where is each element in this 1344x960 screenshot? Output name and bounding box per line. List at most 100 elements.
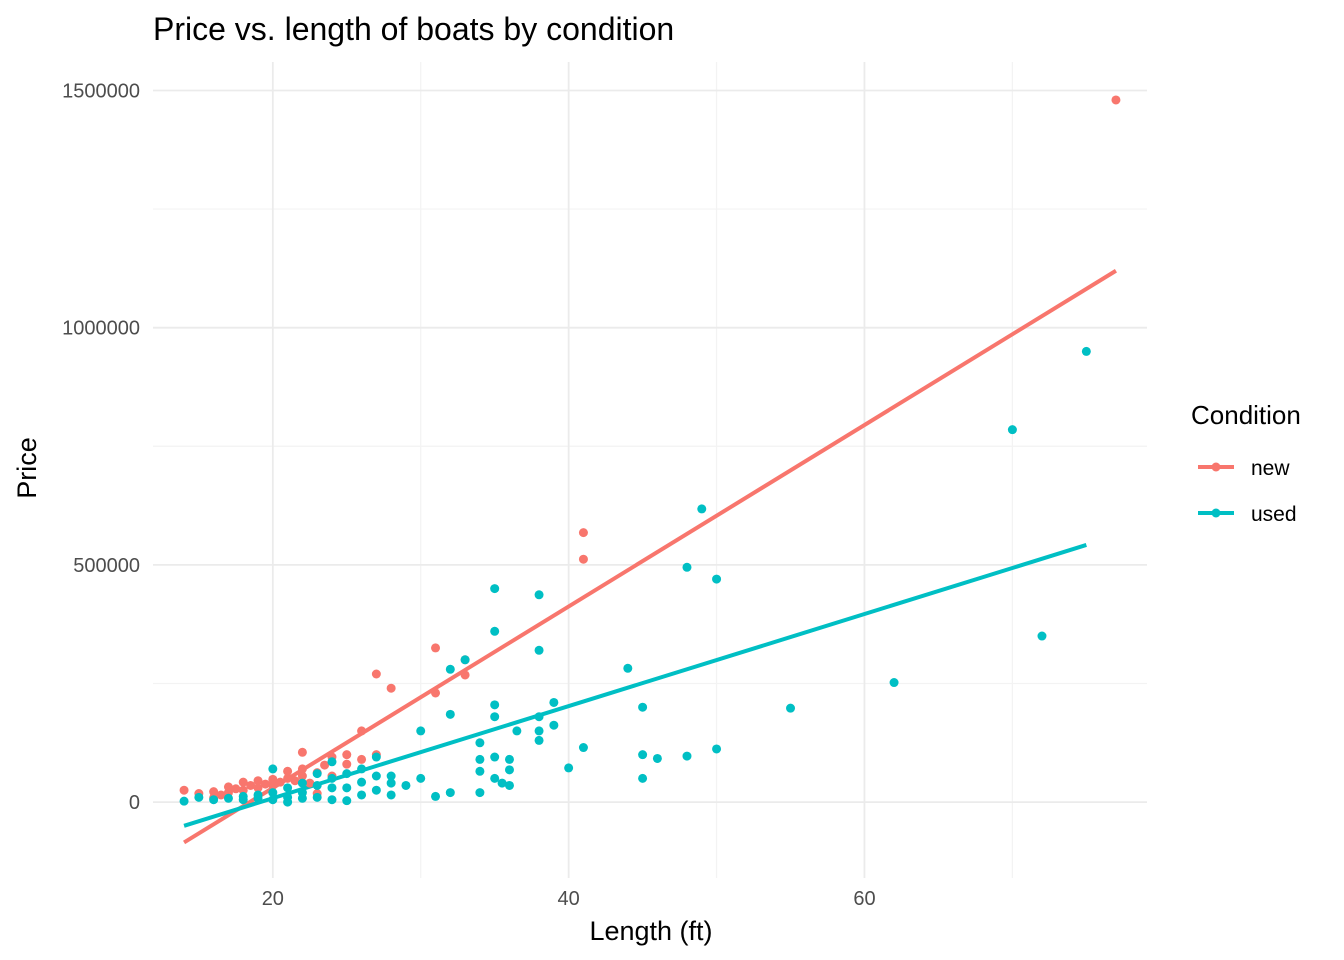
data-point-used [549, 720, 559, 730]
data-point-new [578, 554, 588, 564]
chart-title: Price vs. length of boats by condition [153, 11, 674, 47]
data-point-new [253, 783, 263, 793]
data-point-used [504, 754, 514, 764]
data-point-used [475, 738, 485, 748]
data-point-new [290, 776, 300, 786]
data-point-used [268, 764, 278, 774]
data-point-used [327, 757, 337, 767]
data-point-used [445, 788, 455, 798]
data-point-used [431, 791, 441, 801]
x-tick-label: 60 [853, 888, 875, 910]
data-point-new [238, 777, 248, 787]
data-point-new [320, 760, 330, 770]
data-point-used [297, 793, 307, 803]
data-point-new [283, 773, 293, 783]
data-point-used [578, 743, 588, 753]
legend-title: Condition [1191, 400, 1301, 430]
data-point-used [490, 584, 500, 594]
data-point-used [327, 795, 337, 805]
data-point-used [371, 785, 381, 795]
data-point-used [253, 793, 263, 803]
data-point-used [445, 664, 455, 674]
data-point-used [534, 726, 544, 736]
data-point-used [889, 678, 899, 688]
fit-line-new [183, 269, 1117, 845]
data-point-new [253, 776, 263, 786]
data-point-used [386, 790, 396, 800]
data-point-used [342, 769, 352, 779]
data-point-used [268, 788, 278, 798]
data-point-new [305, 778, 315, 788]
data-point-used [682, 562, 692, 572]
data-point-used [534, 735, 544, 745]
data-point-new [342, 750, 352, 760]
data-point-used [490, 712, 500, 722]
data-point-new [578, 528, 588, 538]
data-point-used [475, 754, 485, 764]
data-point-used [712, 744, 722, 754]
data-point-used [209, 795, 219, 805]
data-point-used [268, 795, 278, 805]
x-tick-label: 40 [558, 888, 580, 910]
data-point-used [1037, 631, 1047, 641]
data-point-used [312, 780, 322, 790]
data-point-used [490, 700, 500, 710]
data-point-used [223, 793, 233, 803]
data-point-used [371, 771, 381, 781]
data-point-used [652, 753, 662, 763]
data-point-used [342, 783, 352, 793]
data-point-used [401, 780, 411, 790]
data-point-new [297, 771, 307, 781]
data-point-used [682, 751, 692, 761]
data-point-new [371, 669, 381, 679]
data-point-used [786, 703, 796, 713]
data-point-new [260, 779, 270, 789]
data-point-used [297, 778, 307, 788]
data-point-used [416, 773, 426, 783]
data-point-used [386, 771, 396, 781]
data-point-used [497, 778, 507, 788]
data-point-used [312, 792, 322, 802]
data-point-used [623, 663, 633, 673]
data-point-new [357, 754, 367, 764]
data-point-new [268, 774, 278, 784]
data-point-new [431, 643, 441, 653]
data-point-new [275, 777, 285, 787]
data-point-used [1007, 425, 1017, 435]
data-point-new [386, 683, 396, 693]
x-tick-label: 20 [262, 888, 284, 910]
data-point-used [512, 726, 522, 736]
legend-label-new: new [1251, 457, 1290, 480]
data-point-used [504, 780, 514, 790]
data-point-new [357, 726, 367, 736]
data-point-used [445, 709, 455, 719]
grid [153, 62, 1147, 878]
data-point-used [460, 655, 470, 665]
data-point-used [638, 750, 648, 760]
y-axis-title: Price [12, 437, 42, 499]
data-points [179, 95, 1121, 807]
data-point-new [268, 780, 278, 790]
data-point-used [549, 697, 559, 707]
data-point-new [460, 670, 470, 680]
data-point-used [490, 752, 500, 762]
x-axis-title: Length (ft) [589, 916, 712, 946]
data-point-used [179, 796, 189, 806]
y-tick-label: 0 [129, 792, 140, 814]
data-point-used [238, 795, 248, 805]
data-point-used [357, 777, 367, 787]
data-point-new [231, 784, 241, 794]
data-point-used [327, 783, 337, 793]
data-point-new [1111, 95, 1121, 105]
data-point-new [342, 759, 352, 769]
data-point-new [179, 785, 189, 795]
data-point-used [357, 790, 367, 800]
tick-labels: 20 40 60 0 500000 1000000 1500000 [62, 80, 875, 910]
data-point-new [238, 785, 248, 795]
legend-item-new: new [1198, 457, 1290, 480]
data-point-used [312, 769, 322, 779]
fit-lines [183, 269, 1117, 845]
data-point-used [283, 797, 293, 807]
data-point-used [1081, 346, 1091, 356]
